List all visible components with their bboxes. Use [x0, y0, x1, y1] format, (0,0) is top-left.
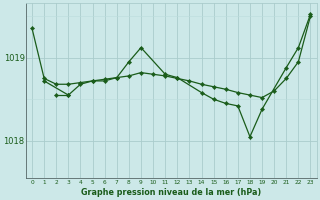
X-axis label: Graphe pression niveau de la mer (hPa): Graphe pression niveau de la mer (hPa) [81, 188, 261, 197]
